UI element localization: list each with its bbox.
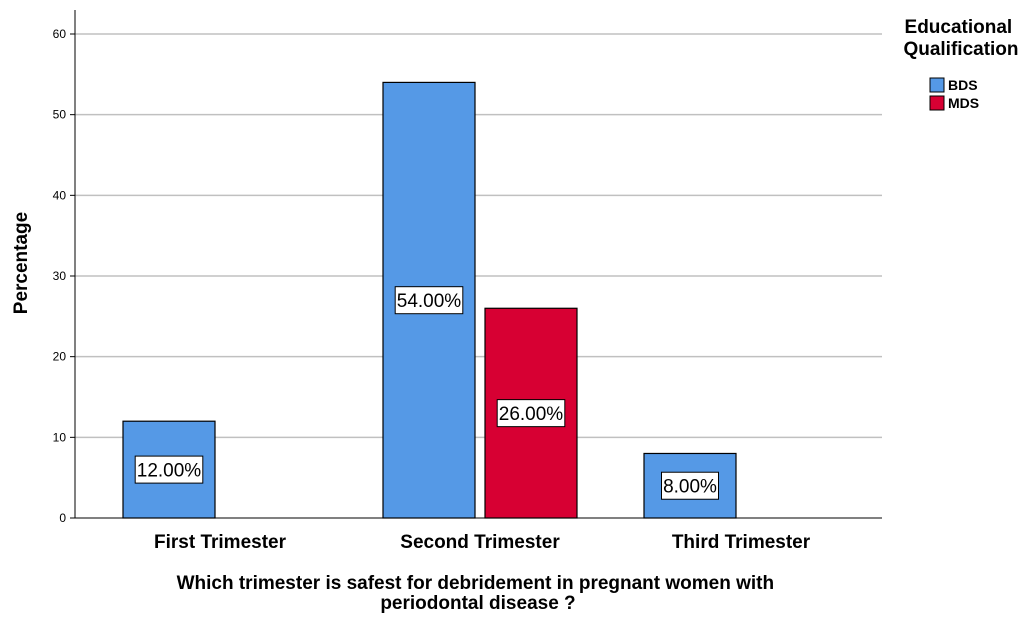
x-tick-label: First Trimester [154, 532, 287, 553]
data-label: 54.00% [397, 291, 462, 312]
legend-label-bds: BDS [948, 77, 978, 93]
legend-swatch-mds [930, 96, 944, 110]
y-axis-title: Percentage [11, 212, 32, 314]
data-label: 26.00% [499, 404, 564, 425]
legend-label-mds: MDS [948, 95, 979, 111]
gridlines [75, 34, 882, 437]
legend-title: Educational Qualification [903, 17, 1018, 60]
legend-swatch-bds [930, 78, 944, 92]
bars: 12.00% 54.00% 26.00% 8.00% [123, 82, 736, 518]
x-tick-label: Second Trimester [400, 532, 560, 553]
y-tick-label: 10 [53, 430, 67, 444]
x-axis-title: Which trimester is safest for debridemen… [177, 573, 780, 614]
y-tick-label: 0 [59, 511, 66, 525]
x-axis-title-line-2: periodontal disease ? [380, 593, 575, 614]
legend-title-line-2: Qualification [903, 39, 1018, 60]
y-tick-label: 60 [53, 27, 67, 41]
legend-items: BDS MDS [930, 77, 979, 111]
legend: Educational Qualification BDS MDS [903, 17, 1018, 111]
legend-title-line-1: Educational [905, 17, 1013, 38]
x-axis-title-line-1: Which trimester is safest for debridemen… [177, 573, 775, 594]
y-axis-ticks: 0 10 20 30 40 50 60 [53, 27, 75, 525]
x-tick-label: Third Trimester [672, 532, 811, 553]
y-tick-label: 40 [53, 188, 67, 202]
x-axis-category-labels: First Trimester Second Trimester Third Tri… [154, 532, 811, 553]
y-tick-label: 20 [53, 350, 67, 364]
data-label: 12.00% [137, 461, 202, 482]
y-tick-label: 30 [53, 269, 67, 283]
y-tick-label: 50 [53, 108, 67, 122]
data-label: 8.00% [663, 477, 717, 498]
